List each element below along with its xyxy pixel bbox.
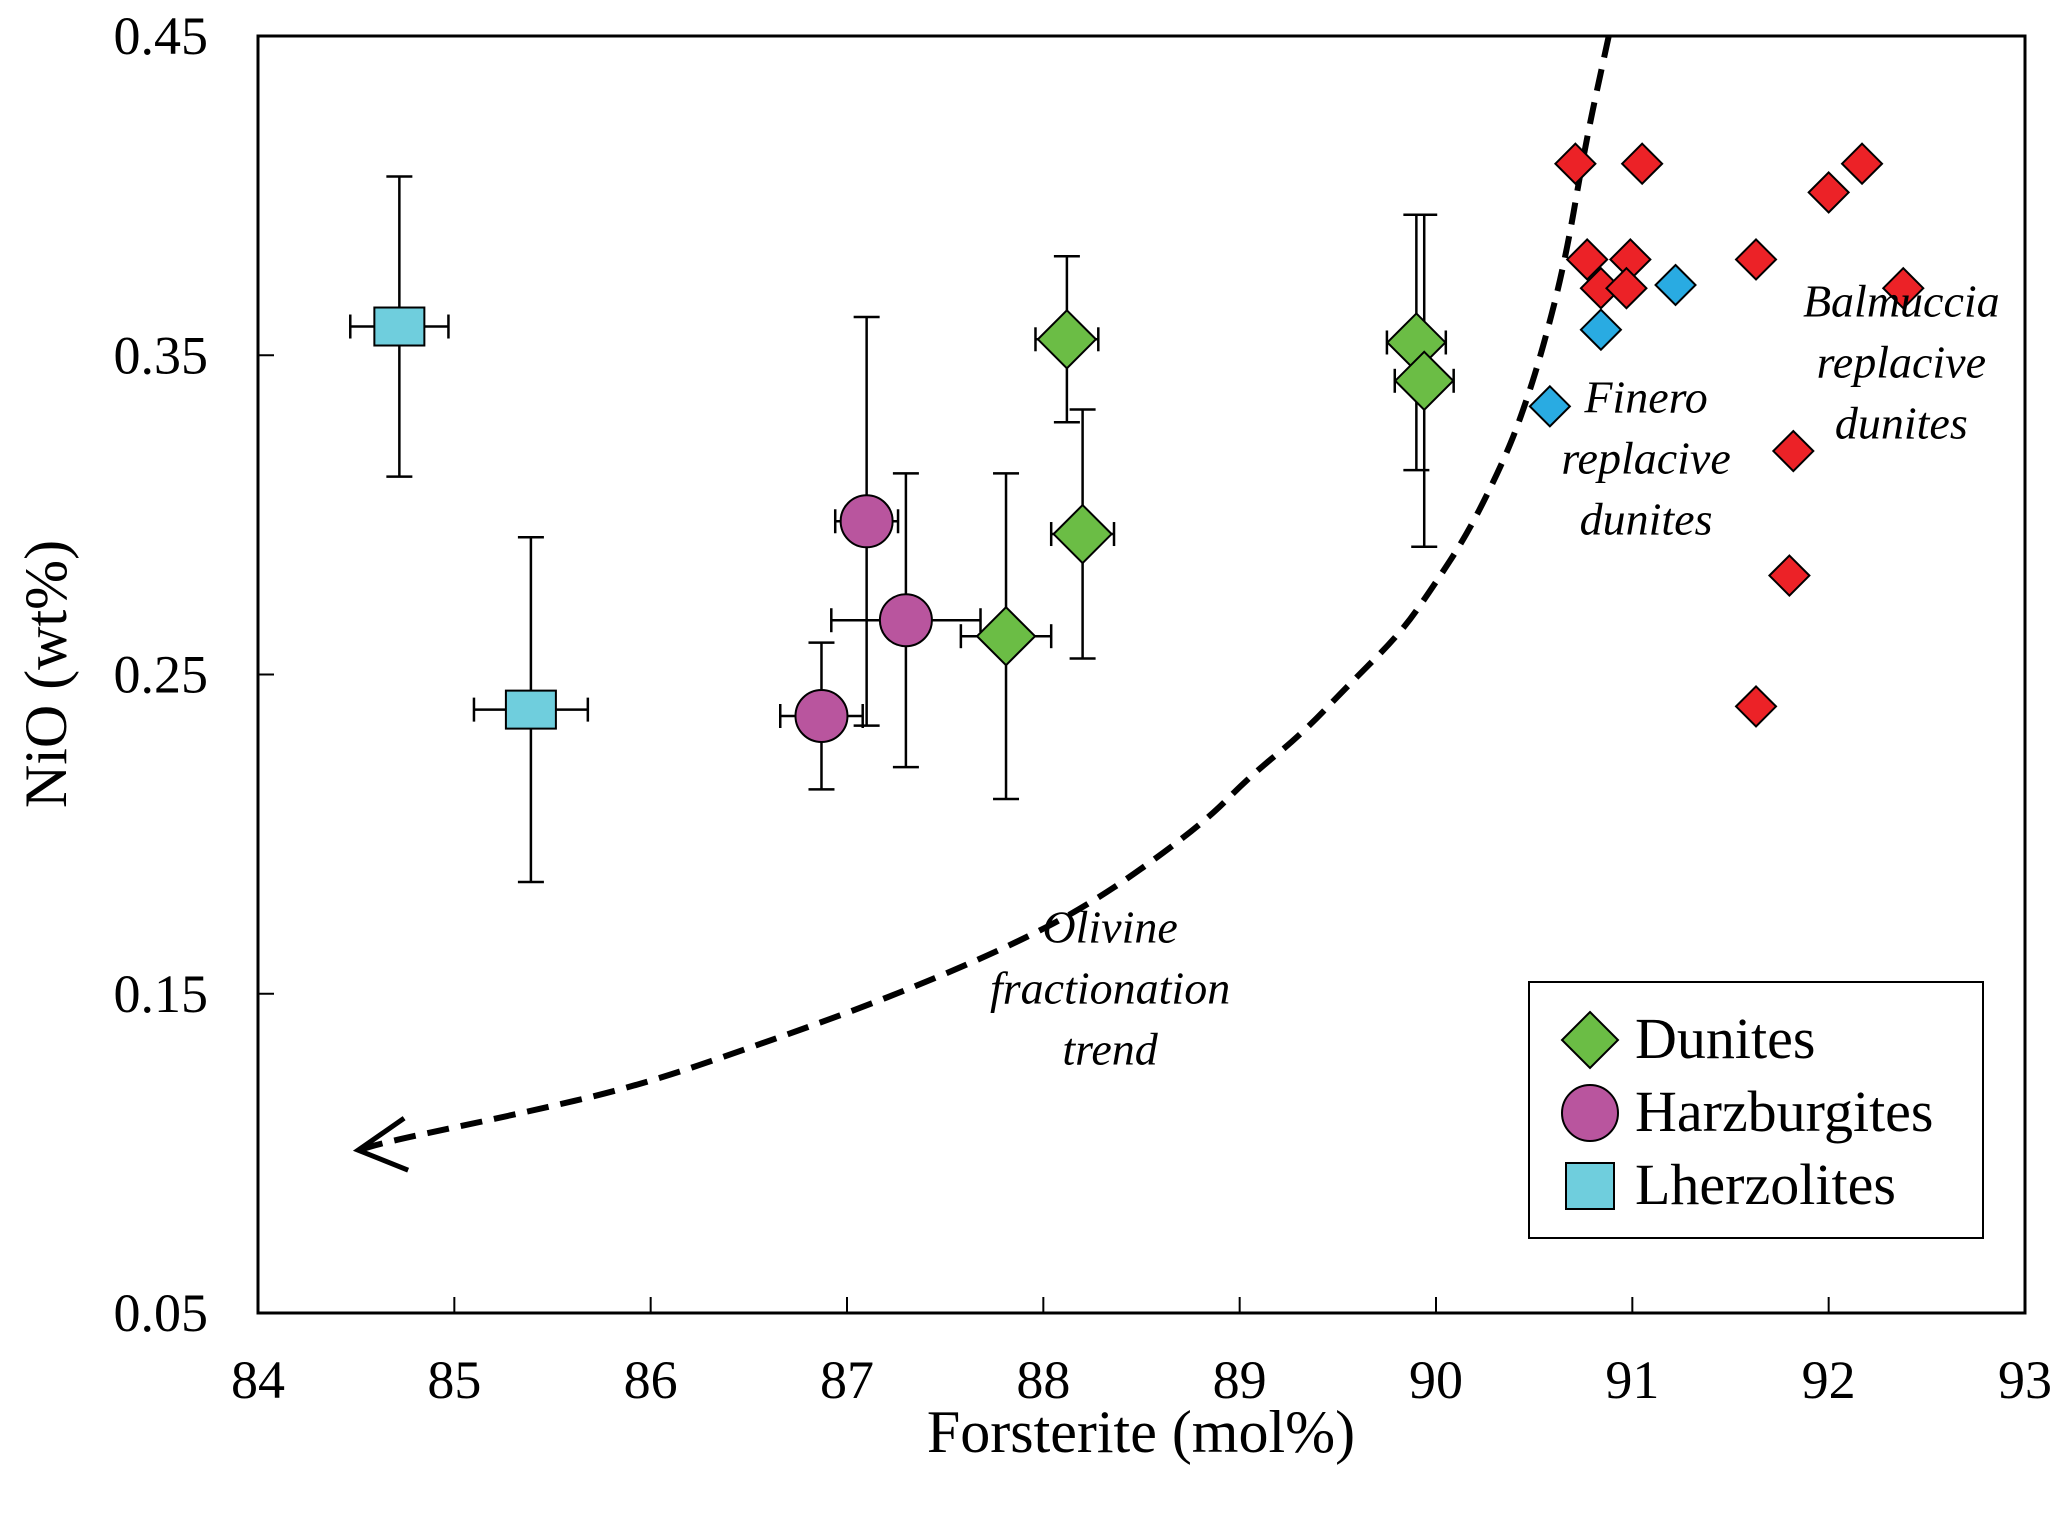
point-finero-replacive-dunites: [1579, 308, 1623, 352]
x-tick-label: 92: [1802, 1350, 1856, 1410]
point-finero-replacive-dunites: [1654, 263, 1697, 307]
point-dunites: [975, 605, 1037, 667]
legend-items: Dunites Harzburgites Lherzolites: [1560, 1006, 1934, 1217]
point-harzburgites: [839, 494, 894, 549]
annotation-finero-line: dunites: [1580, 493, 1713, 544]
annotation-balmuccia-line: replacive: [1817, 337, 1986, 388]
legend-label-dunites: Dunites: [1635, 1006, 1815, 1071]
x-tick-label: 93: [1998, 1350, 2052, 1410]
point-balmuccia-replacive-dunites: [1553, 142, 1597, 186]
point-balmuccia-replacive-dunites: [1767, 554, 1811, 597]
x-tick-label: 91: [1605, 1350, 1659, 1410]
x-tick-label: 87: [820, 1350, 874, 1410]
point-balmuccia-replacive-dunites: [1807, 171, 1851, 214]
annotation-balmuccia-line: Balmuccia: [1803, 276, 2000, 327]
y-axis-title: NiO (wt%): [13, 540, 79, 808]
point-balmuccia-replacive-dunites: [1565, 238, 1609, 281]
y-tick-label: 0.45: [114, 6, 209, 66]
legend-label-harzburgites: Harzburgites: [1635, 1079, 1934, 1144]
point-dunites: [1052, 503, 1114, 565]
annotation-balmuccia-line: dunites: [1835, 398, 1968, 449]
point-lherzolites: [373, 306, 426, 347]
legend-marker-dunites: [1560, 1010, 1620, 1070]
points-layer: [349, 142, 1925, 884]
y-tick-label: 0.05: [114, 1283, 209, 1343]
legend-marker-lherzolites: [1565, 1162, 1615, 1210]
annotation-finero-line: Finero: [1583, 371, 1708, 422]
point-harzburgites: [878, 593, 933, 648]
point-balmuccia-replacive-dunites: [1881, 266, 1925, 310]
point-balmuccia-replacive-dunites: [1620, 142, 1664, 186]
legend-label-lherzolites: Lherzolites: [1635, 1152, 1896, 1217]
point-balmuccia-replacive-dunites: [1771, 429, 1815, 473]
point-dunites: [1393, 350, 1455, 412]
annotation-olivine-line: trend: [1062, 1023, 1158, 1074]
x-tick-label: 84: [231, 1350, 285, 1410]
y-tick-label: 0.25: [114, 645, 209, 705]
annotation-olivine-line: fractionation: [990, 962, 1230, 1013]
x-axis-title: Forsterite (mol%): [927, 1399, 1355, 1465]
trend-line: [357, 35, 1612, 1154]
x-axis: 84 85 86 87 88 89 90 91 92 93: [231, 1297, 2052, 1410]
point-balmuccia-replacive-dunites: [1734, 238, 1778, 281]
x-tick-label: 85: [427, 1350, 481, 1410]
point-balmuccia-replacive-dunites: [1605, 266, 1648, 310]
y-tick-label: 0.15: [114, 964, 209, 1024]
y-axis: 0.05 0.15 0.25 0.35 0.45: [114, 6, 274, 1343]
point-balmuccia-replacive-dunites: [1840, 142, 1884, 186]
x-tick-label: 88: [1016, 1350, 1070, 1410]
point-balmuccia-replacive-dunites: [1734, 685, 1778, 728]
trend-arrow-head: [352, 1116, 410, 1173]
point-finero-replacive-dunites: [1528, 384, 1572, 428]
trend-layer: [352, 35, 1612, 1173]
x-tick-label: 90: [1409, 1350, 1463, 1410]
y-tick-label: 0.35: [114, 325, 209, 385]
legend: Dunites Harzburgites Lherzolites: [1528, 981, 1984, 1239]
annotation-finero-line: replacive: [1561, 432, 1730, 483]
x-tick-label: 89: [1213, 1350, 1267, 1410]
legend-marker-harzburgites: [1561, 1084, 1619, 1142]
point-lherzolites: [504, 689, 557, 730]
x-tick-label: 86: [624, 1350, 678, 1410]
point-harzburgites: [794, 689, 849, 744]
point-dunites: [1036, 308, 1098, 370]
annotations: Finero replacive dunites Balmuccia replacive…: [990, 276, 2000, 1075]
annotation-olivine-line: Olivine: [1042, 901, 1177, 952]
